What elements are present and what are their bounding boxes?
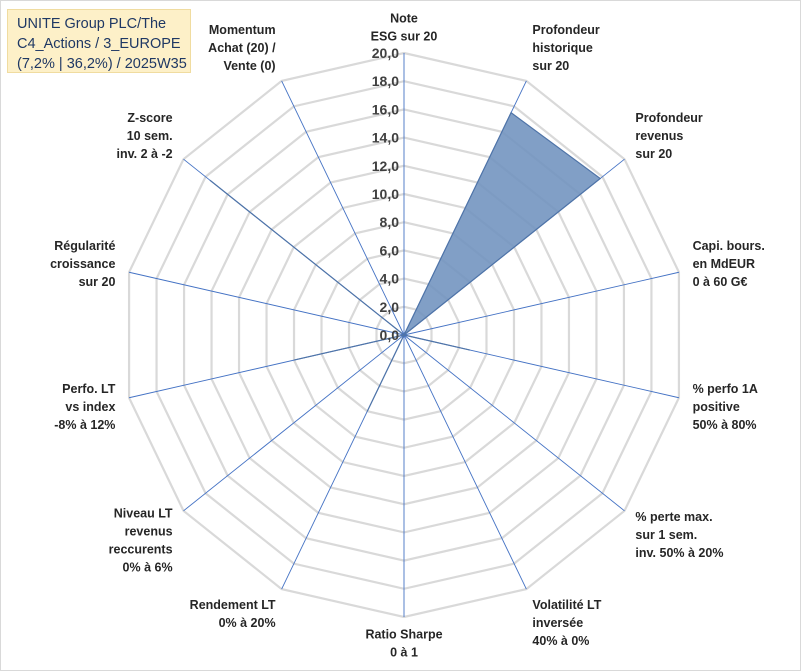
data-point [366, 410, 369, 413]
category-label: Profondeur historique sur 20 [532, 23, 599, 73]
category-label: Volatilité LT inversée 40% à 0% [532, 598, 601, 648]
data-point [208, 179, 211, 182]
category-label: Note ESG sur 20 [371, 12, 438, 44]
category-label: Régularité croissance sur 20 [50, 239, 115, 289]
info-line-stats: (7,2% | 36,2%) / 2025W35 [17, 56, 187, 72]
category-label: Ratio Sharpe 0 à 1 [365, 628, 442, 660]
info-line-company: UNITE Group PLC/The [17, 16, 167, 32]
axis-spoke [183, 334, 405, 512]
category-label: Capi. bours. en MdEUR 0 à 60 G€ [693, 239, 765, 289]
category-label: Z-score 10 sem. inv. 2 à -2 [117, 111, 173, 161]
tick-label: 18,0 [372, 73, 399, 89]
category-label: Niveau LT revenus reccurents 0% à 6% [109, 506, 173, 574]
category-label: % perfo 1A positive 50% à 80% [693, 382, 758, 432]
axis-spoke [281, 80, 405, 336]
axis-spoke [403, 334, 527, 590]
data-series-area [209, 111, 602, 412]
tick-label: 12,0 [372, 158, 399, 174]
info-box: UNITE Group PLC/The C4_Actions / 3_EUROP… [7, 9, 191, 73]
data-point [403, 334, 406, 337]
tick-label: 2,0 [380, 299, 400, 315]
data-point [468, 349, 471, 352]
category-label: Rendement LT 0% à 20% [190, 598, 276, 630]
tick-label: 6,0 [380, 242, 400, 258]
category-label: Profondeur revenus sur 20 [635, 111, 702, 161]
tick-label: 10,0 [372, 186, 399, 202]
category-label: Perfo. LT vs index -8% à 12% [54, 382, 116, 432]
data-point [510, 111, 513, 114]
axis-spoke [403, 334, 625, 512]
category-label: Momentum Achat (20) / Vente (0) [208, 23, 276, 73]
axis-spoke [128, 271, 405, 336]
tick-label: 8,0 [380, 214, 400, 230]
tick-label: 16,0 [372, 101, 399, 117]
info-line-category: C4_Actions / 3_EUROPE [17, 36, 181, 52]
tick-label: 20,0 [372, 45, 399, 61]
data-point [599, 177, 602, 180]
tick-label: 0,0 [380, 327, 400, 343]
tick-label: 14,0 [372, 130, 399, 146]
category-label: % perte max. sur 1 sem. inv. 50% à 20% [635, 510, 723, 560]
tick-label: 4,0 [380, 271, 400, 287]
axis-spoke [403, 271, 680, 336]
data-point [293, 359, 296, 362]
